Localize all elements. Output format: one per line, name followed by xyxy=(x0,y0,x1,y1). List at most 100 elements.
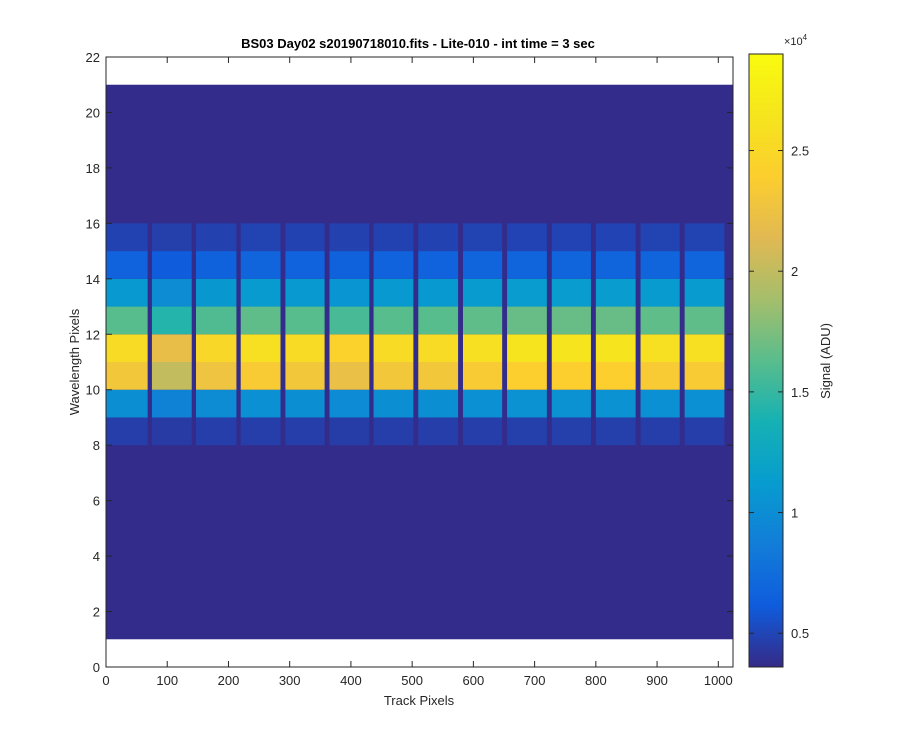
y-tick-label: 0 xyxy=(93,660,100,675)
heatmap-cell xyxy=(462,389,503,418)
heatmap-cell xyxy=(551,223,591,252)
heatmap-cell xyxy=(240,251,281,279)
heatmap-cell xyxy=(285,278,325,307)
heatmap-cell xyxy=(684,251,725,279)
heatmap-cell xyxy=(595,251,636,279)
heatmap-cell xyxy=(329,389,370,418)
x-axis-label: Track Pixels xyxy=(384,693,455,708)
heatmap-cell xyxy=(196,417,237,446)
y-tick-label: 2 xyxy=(93,605,100,620)
heatmap-cell xyxy=(462,306,503,335)
heatmap-cell xyxy=(640,389,680,418)
x-tick-label: 200 xyxy=(218,673,240,688)
heatmap-cell xyxy=(285,389,325,418)
colorbar-tick-label: 1 xyxy=(791,506,798,521)
heatmap-cell xyxy=(595,362,636,390)
heatmap-cell xyxy=(106,417,148,446)
heatmap-cell xyxy=(285,251,325,279)
heatmap-cell xyxy=(285,362,325,390)
heatmap-cell xyxy=(418,334,459,362)
heatmap-cell xyxy=(551,334,591,362)
heatmap-cell xyxy=(106,306,148,335)
heatmap-cell xyxy=(329,306,370,335)
heat-layer xyxy=(106,84,733,640)
heatmap-cell xyxy=(329,251,370,279)
heatmap-cell xyxy=(151,306,192,335)
x-tick-label: 1000 xyxy=(704,673,733,688)
heatmap-cell xyxy=(684,223,725,252)
heatmap-cell xyxy=(418,223,459,252)
heatmap-cell xyxy=(684,417,725,446)
heatmap-cell xyxy=(196,362,237,390)
y-axis-label: Wavelength Pixels xyxy=(67,308,82,415)
heatmap-cell xyxy=(106,334,148,362)
heatmap-cell xyxy=(373,362,414,390)
heatmap-cell xyxy=(684,334,725,362)
x-tick-label: 700 xyxy=(524,673,546,688)
colorbar-exponent-base: ×10 xyxy=(784,36,803,48)
x-tick-label: 500 xyxy=(401,673,423,688)
heatmap-cell xyxy=(106,389,148,418)
plot-area xyxy=(105,56,734,668)
heatmap-cell xyxy=(373,278,414,307)
heatmap-cell xyxy=(151,251,192,279)
heatmap-cell xyxy=(151,362,192,390)
heatmap-cell xyxy=(240,278,281,307)
x-tick-label: 600 xyxy=(463,673,485,688)
colorbar: 0.5 1 1.5 2 2.5 ×104 Signal (ADU) xyxy=(748,33,833,668)
heatmap-cell xyxy=(418,417,459,446)
heatmap-cell xyxy=(507,306,547,335)
heatmap-cell xyxy=(151,389,192,418)
heatmap-cell xyxy=(329,417,370,446)
heatmap-cell xyxy=(595,278,636,307)
heatmap-cell xyxy=(551,389,591,418)
heatmap-cell xyxy=(595,223,636,252)
heatmap-cell xyxy=(640,223,680,252)
heatmap-cell xyxy=(595,389,636,418)
heatmap-cell xyxy=(640,278,680,307)
x-tick-label: 900 xyxy=(646,673,668,688)
heatmap-cell xyxy=(240,362,281,390)
heatmap-cell xyxy=(196,334,237,362)
y-tick-label: 16 xyxy=(86,216,100,231)
heatmap-cell xyxy=(640,306,680,335)
heatmap-cell xyxy=(373,334,414,362)
heatmap-cell xyxy=(507,362,547,390)
x-axis: 0 100 200 300 400 500 600 700 800 900 1000 xyxy=(102,57,733,688)
heatmap-cell xyxy=(640,334,680,362)
x-tick-label: 400 xyxy=(340,673,362,688)
heatmap-cell xyxy=(196,223,237,252)
x-tick-label: 300 xyxy=(279,673,301,688)
heatmap-cell xyxy=(373,223,414,252)
x-tick-label: 100 xyxy=(156,673,178,688)
heatmap-cell xyxy=(507,223,547,252)
heatmap-cell xyxy=(196,389,237,418)
heatmap-cell xyxy=(462,251,503,279)
heatmap-cell xyxy=(106,278,148,307)
colorbar-tick-label: 0.5 xyxy=(791,626,809,641)
heatmap-cell xyxy=(507,417,547,446)
colorbar-tick-label: 2 xyxy=(791,264,798,279)
heatmap-cell xyxy=(551,306,591,335)
heatmap-cell xyxy=(507,389,547,418)
heatmap-cell xyxy=(196,251,237,279)
colorbar-gradient xyxy=(749,54,783,667)
colorbar-tick-label: 2.5 xyxy=(791,144,809,159)
heatmap-cell xyxy=(418,306,459,335)
y-tick-label: 6 xyxy=(93,494,100,509)
heatmap-cell xyxy=(151,417,192,446)
y-axis: 0 2 4 6 8 10 12 14 16 18 20 22 xyxy=(86,50,733,675)
heatmap-cell xyxy=(551,417,591,446)
heatmap-cell xyxy=(240,389,281,418)
y-tick-label: 12 xyxy=(86,327,100,342)
heatmap-cell xyxy=(329,362,370,390)
colorbar-tick-label: 1.5 xyxy=(791,385,809,400)
heatmap-cell xyxy=(684,362,725,390)
y-tick-label: 10 xyxy=(86,383,100,398)
x-tick-label: 800 xyxy=(585,673,607,688)
heatmap-cell xyxy=(462,417,503,446)
heatmap-cell xyxy=(285,334,325,362)
heatmap-cell xyxy=(418,389,459,418)
heatmap-cell xyxy=(151,223,192,252)
